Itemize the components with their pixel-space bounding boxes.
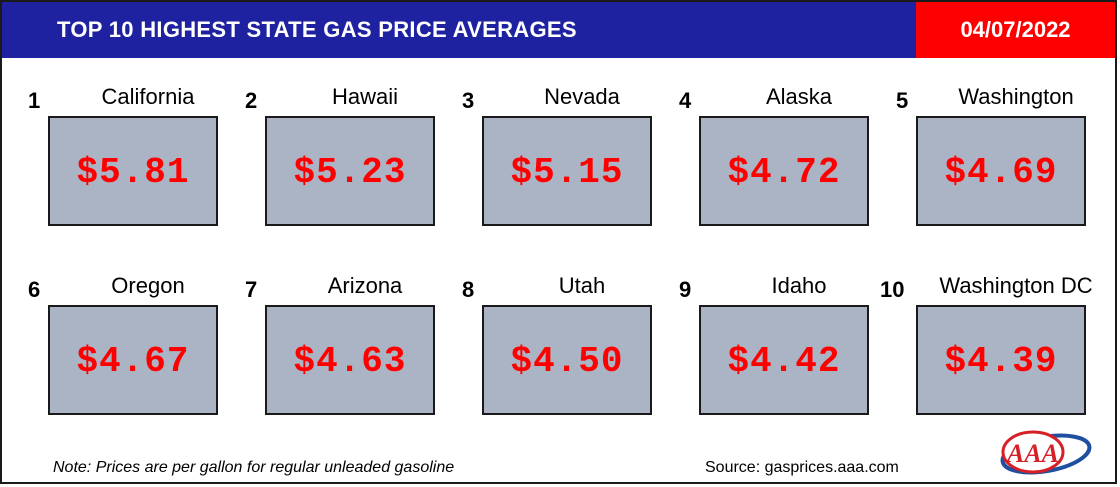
state-name: California	[101, 84, 195, 109]
price-box: $4.39	[916, 305, 1086, 415]
state-card: 3 Nevada $5.15	[462, 78, 662, 238]
price-box: $4.63	[265, 305, 435, 415]
state-card: 9 Idaho $4.42	[679, 267, 879, 427]
state-card: 10 Washington DC $4.39	[880, 267, 1096, 427]
rank-number: 5	[896, 88, 909, 113]
price-box: $5.81	[48, 116, 218, 226]
date-label: 04/07/2022	[960, 17, 1071, 42]
price-value: $4.72	[727, 152, 841, 193]
rank-number: 6	[28, 277, 41, 302]
price-value: $4.50	[510, 341, 624, 382]
price-box: $4.67	[48, 305, 218, 415]
price-value: $4.67	[76, 341, 190, 382]
state-card: 8 Utah $4.50	[462, 267, 662, 427]
state-card: 6 Oregon $4.67	[28, 267, 228, 427]
state-card: 4 Alaska $4.72	[679, 78, 879, 238]
state-name: Hawaii	[331, 84, 399, 109]
price-value: $4.69	[944, 152, 1058, 193]
rank-number: 8	[462, 277, 475, 302]
price-box: $4.72	[699, 116, 869, 226]
rank-number: 2	[245, 88, 258, 113]
rank-number: 10	[880, 277, 905, 302]
state-name: Arizona	[327, 273, 403, 298]
price-box: $4.42	[699, 305, 869, 415]
state-card: 1 California $5.81	[28, 78, 228, 238]
state-name: Washington DC	[939, 273, 1093, 298]
date-banner: 04/07/2022	[916, 2, 1115, 58]
aaa-logo: AAA	[1000, 430, 1092, 475]
state-name: Oregon	[111, 273, 185, 298]
state-name: Washington	[958, 84, 1074, 109]
state-name: Alaska	[765, 84, 833, 109]
price-value: $5.15	[510, 152, 624, 193]
price-value: $5.81	[76, 152, 190, 193]
price-box: $5.15	[482, 116, 652, 226]
page-title: TOP 10 HIGHEST STATE GAS PRICE AVERAGES	[57, 17, 577, 42]
rank-number: 3	[462, 88, 475, 113]
price-box: $4.69	[916, 116, 1086, 226]
rank-number: 1	[28, 88, 41, 113]
svg-text:AAA: AAA	[1005, 439, 1059, 468]
footnote: Note: Prices are per gallon for regular …	[53, 459, 455, 476]
state-name: Idaho	[771, 273, 827, 298]
price-value: $4.63	[293, 341, 407, 382]
rank-number: 7	[245, 277, 258, 302]
price-value: $4.39	[944, 341, 1058, 382]
rank-number: 9	[679, 277, 692, 302]
header-banner: TOP 10 HIGHEST STATE GAS PRICE AVERAGES	[2, 2, 916, 58]
price-box: $4.50	[482, 305, 652, 415]
price-box: $5.23	[265, 116, 435, 226]
state-name: Utah	[558, 273, 606, 298]
source-credit: Source: gasprices.aaa.com	[705, 459, 899, 476]
price-value: $4.42	[727, 341, 841, 382]
state-card: 5 Washington $4.69	[896, 78, 1096, 238]
state-card: 2 Hawaii $5.23	[245, 78, 445, 238]
price-value: $5.23	[293, 152, 407, 193]
rank-number: 4	[679, 88, 692, 113]
state-name: Nevada	[544, 84, 620, 109]
state-card: 7 Arizona $4.63	[245, 267, 445, 427]
